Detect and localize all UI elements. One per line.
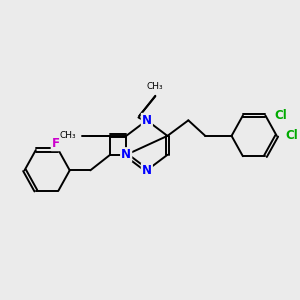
Text: N: N: [142, 164, 152, 177]
Text: N: N: [142, 114, 152, 127]
Text: CH₃: CH₃: [60, 131, 76, 140]
Text: CH₃: CH₃: [147, 82, 164, 91]
Text: N: N: [142, 114, 152, 127]
Text: Cl: Cl: [285, 129, 298, 142]
Text: N: N: [142, 164, 152, 177]
Text: F: F: [52, 137, 60, 150]
Text: N: N: [121, 148, 131, 161]
Text: Cl: Cl: [274, 109, 287, 122]
Text: N: N: [121, 148, 131, 161]
